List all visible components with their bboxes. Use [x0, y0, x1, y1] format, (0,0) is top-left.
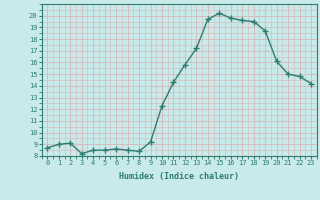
- X-axis label: Humidex (Indice chaleur): Humidex (Indice chaleur): [119, 172, 239, 181]
